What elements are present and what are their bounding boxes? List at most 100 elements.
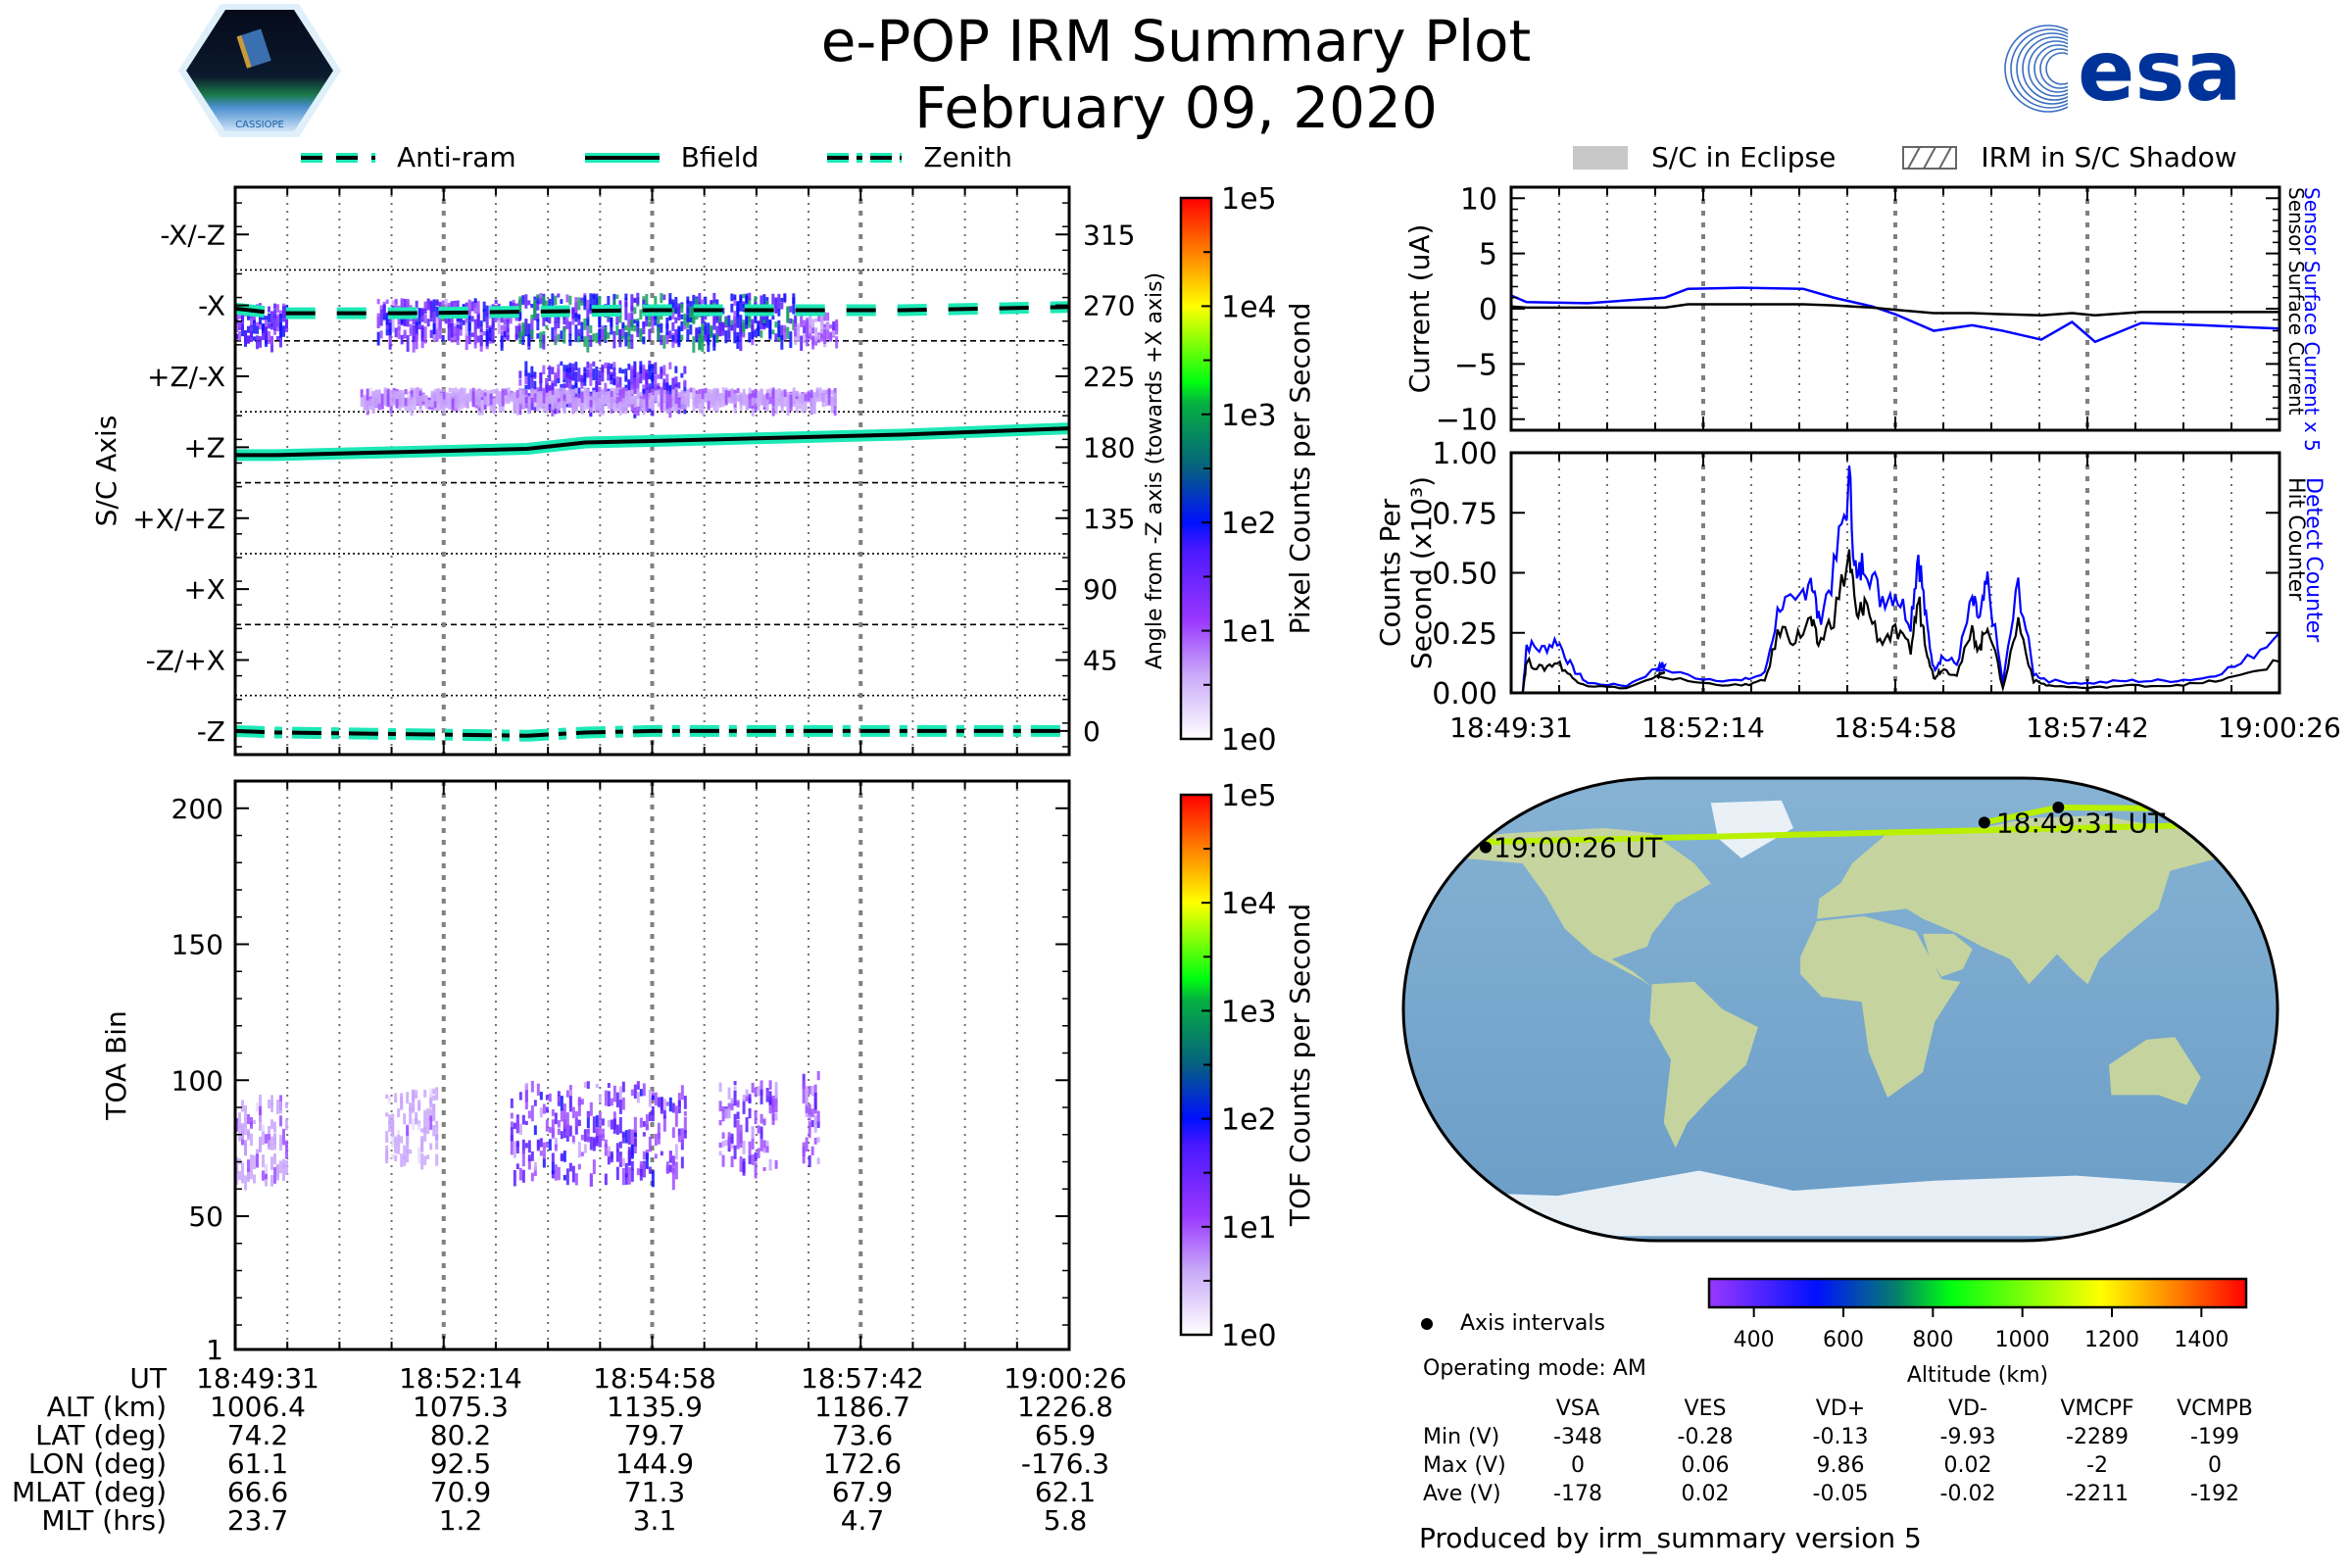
heatmap-cell — [680, 1085, 684, 1101]
heatmap-cell — [406, 1125, 410, 1137]
voltage-column-header: VES — [1684, 1396, 1727, 1421]
heatmap-cell — [256, 1102, 259, 1112]
heatmap-cell — [592, 1159, 596, 1175]
heatmap-cell — [273, 315, 276, 331]
heatmap-cell — [742, 303, 746, 313]
heatmap-cell — [580, 1099, 584, 1105]
heatmap-cell — [621, 387, 625, 405]
heatmap-cell — [426, 318, 430, 327]
heatmap-cell — [542, 295, 546, 313]
heatmap-cell — [282, 325, 285, 337]
heatmap-cell — [604, 394, 608, 404]
voltage-cell: -0.13 — [1812, 1425, 1869, 1449]
colorbar-tick-label: 1e2 — [1221, 1103, 1277, 1138]
heatmap-cell — [657, 316, 661, 330]
heatmap-cell — [797, 336, 801, 342]
heatmap-cell — [736, 335, 740, 341]
heatmap-cell — [563, 398, 566, 415]
heatmap-cell — [802, 1088, 806, 1103]
heatmap-cell — [583, 394, 587, 411]
heatmap-cell — [783, 392, 787, 407]
heatmap-cell — [444, 298, 448, 314]
heatmap-cell — [482, 331, 486, 336]
heatmap-cell — [671, 309, 675, 314]
heatmap-cell — [435, 1153, 439, 1166]
heatmap-cell — [557, 313, 561, 328]
voltage-cell: -192 — [2190, 1482, 2239, 1506]
heatmap-cell — [450, 318, 454, 325]
heatmap-cell — [642, 1083, 646, 1097]
heatmap-cell — [527, 396, 531, 402]
heatmap-cell — [748, 332, 752, 343]
heatmap-cell — [360, 389, 364, 398]
heatmap-cell — [786, 326, 790, 339]
heatmap-cell — [648, 321, 652, 327]
heatmap-cell — [701, 312, 705, 324]
right-label-black: Hit Counter — [2283, 477, 2308, 602]
heatmap-cell — [500, 335, 504, 351]
heatmap-cell — [835, 324, 839, 331]
heatmap-cell — [651, 313, 655, 329]
heatmap-cell — [771, 399, 775, 416]
heatmap-cell — [391, 300, 395, 309]
heatmap-cell — [563, 1124, 566, 1139]
heatmap-cell — [707, 393, 710, 402]
heatmap-cell — [256, 325, 259, 334]
heatmap-cell — [256, 335, 259, 350]
heatmap-cell — [660, 293, 663, 304]
heatmap-cell — [712, 335, 716, 351]
heatmap-cell — [701, 388, 705, 400]
heatmap-cell — [467, 316, 471, 332]
voltage-row-label: Max (V) — [1423, 1453, 1506, 1478]
heatmap-cell — [645, 318, 649, 327]
heatmap-cell — [742, 1161, 746, 1173]
x-tick-label: 18:57:42 — [2026, 711, 2149, 744]
heatmap-cell — [385, 1151, 389, 1164]
heatmap-cell — [542, 397, 546, 413]
heatmap-cell — [730, 293, 734, 302]
heatmap-cell — [524, 1083, 528, 1091]
heatmap-cell — [394, 327, 398, 338]
heatmap-cell — [832, 325, 836, 337]
heatmap-cell — [595, 1126, 599, 1137]
heatmap-cell — [447, 326, 451, 341]
heatmap-cell — [574, 362, 578, 371]
heatmap-cell — [533, 393, 537, 403]
ephemeris-cell: 1.2 — [438, 1504, 483, 1537]
heatmap-cell — [380, 393, 384, 410]
y-tick-label: −10 — [1436, 404, 1497, 438]
heatmap-cell — [276, 1100, 279, 1114]
heatmap-cell — [539, 1092, 543, 1101]
heatmap-cell — [668, 1164, 672, 1173]
heatmap-cell — [835, 320, 839, 327]
legend-item-antiram: Anti-ram — [299, 141, 516, 173]
heatmap-cell — [636, 1081, 640, 1086]
heatmap-cell — [789, 318, 793, 324]
heatmap-cell — [466, 393, 469, 409]
y-tick-label-right: 45 — [1083, 645, 1118, 677]
y-tick-label-right: 135 — [1083, 503, 1135, 535]
heatmap-cell — [253, 318, 256, 334]
heatmap-cell — [718, 393, 722, 407]
heatmap-cell — [792, 293, 796, 305]
heatmap-cell — [571, 1106, 575, 1118]
heatmap-cell — [545, 1119, 549, 1132]
heatmap-cell — [551, 1128, 555, 1139]
heatmap-cell — [476, 301, 480, 316]
y-tick-label: -Z — [197, 715, 225, 748]
heatmap-cell — [406, 299, 410, 310]
heatmap-cell — [739, 1124, 743, 1142]
heatmap-cell — [513, 1141, 516, 1158]
heatmap-cell — [401, 397, 405, 407]
heatmap-cell — [817, 334, 821, 339]
heatmap-cell — [467, 299, 471, 316]
heatmap-cell — [503, 331, 507, 338]
esa-logo-icon: esa — [2004, 20, 2242, 121]
heatmap-cell — [432, 1124, 436, 1137]
heatmap-cell — [683, 1110, 687, 1116]
y-tick-label-right: 270 — [1083, 290, 1135, 322]
heatmap-cell — [816, 1157, 820, 1165]
heatmap-cell — [615, 1166, 619, 1181]
heatmap-cell — [565, 315, 569, 330]
heatmap-cell — [397, 1141, 401, 1154]
